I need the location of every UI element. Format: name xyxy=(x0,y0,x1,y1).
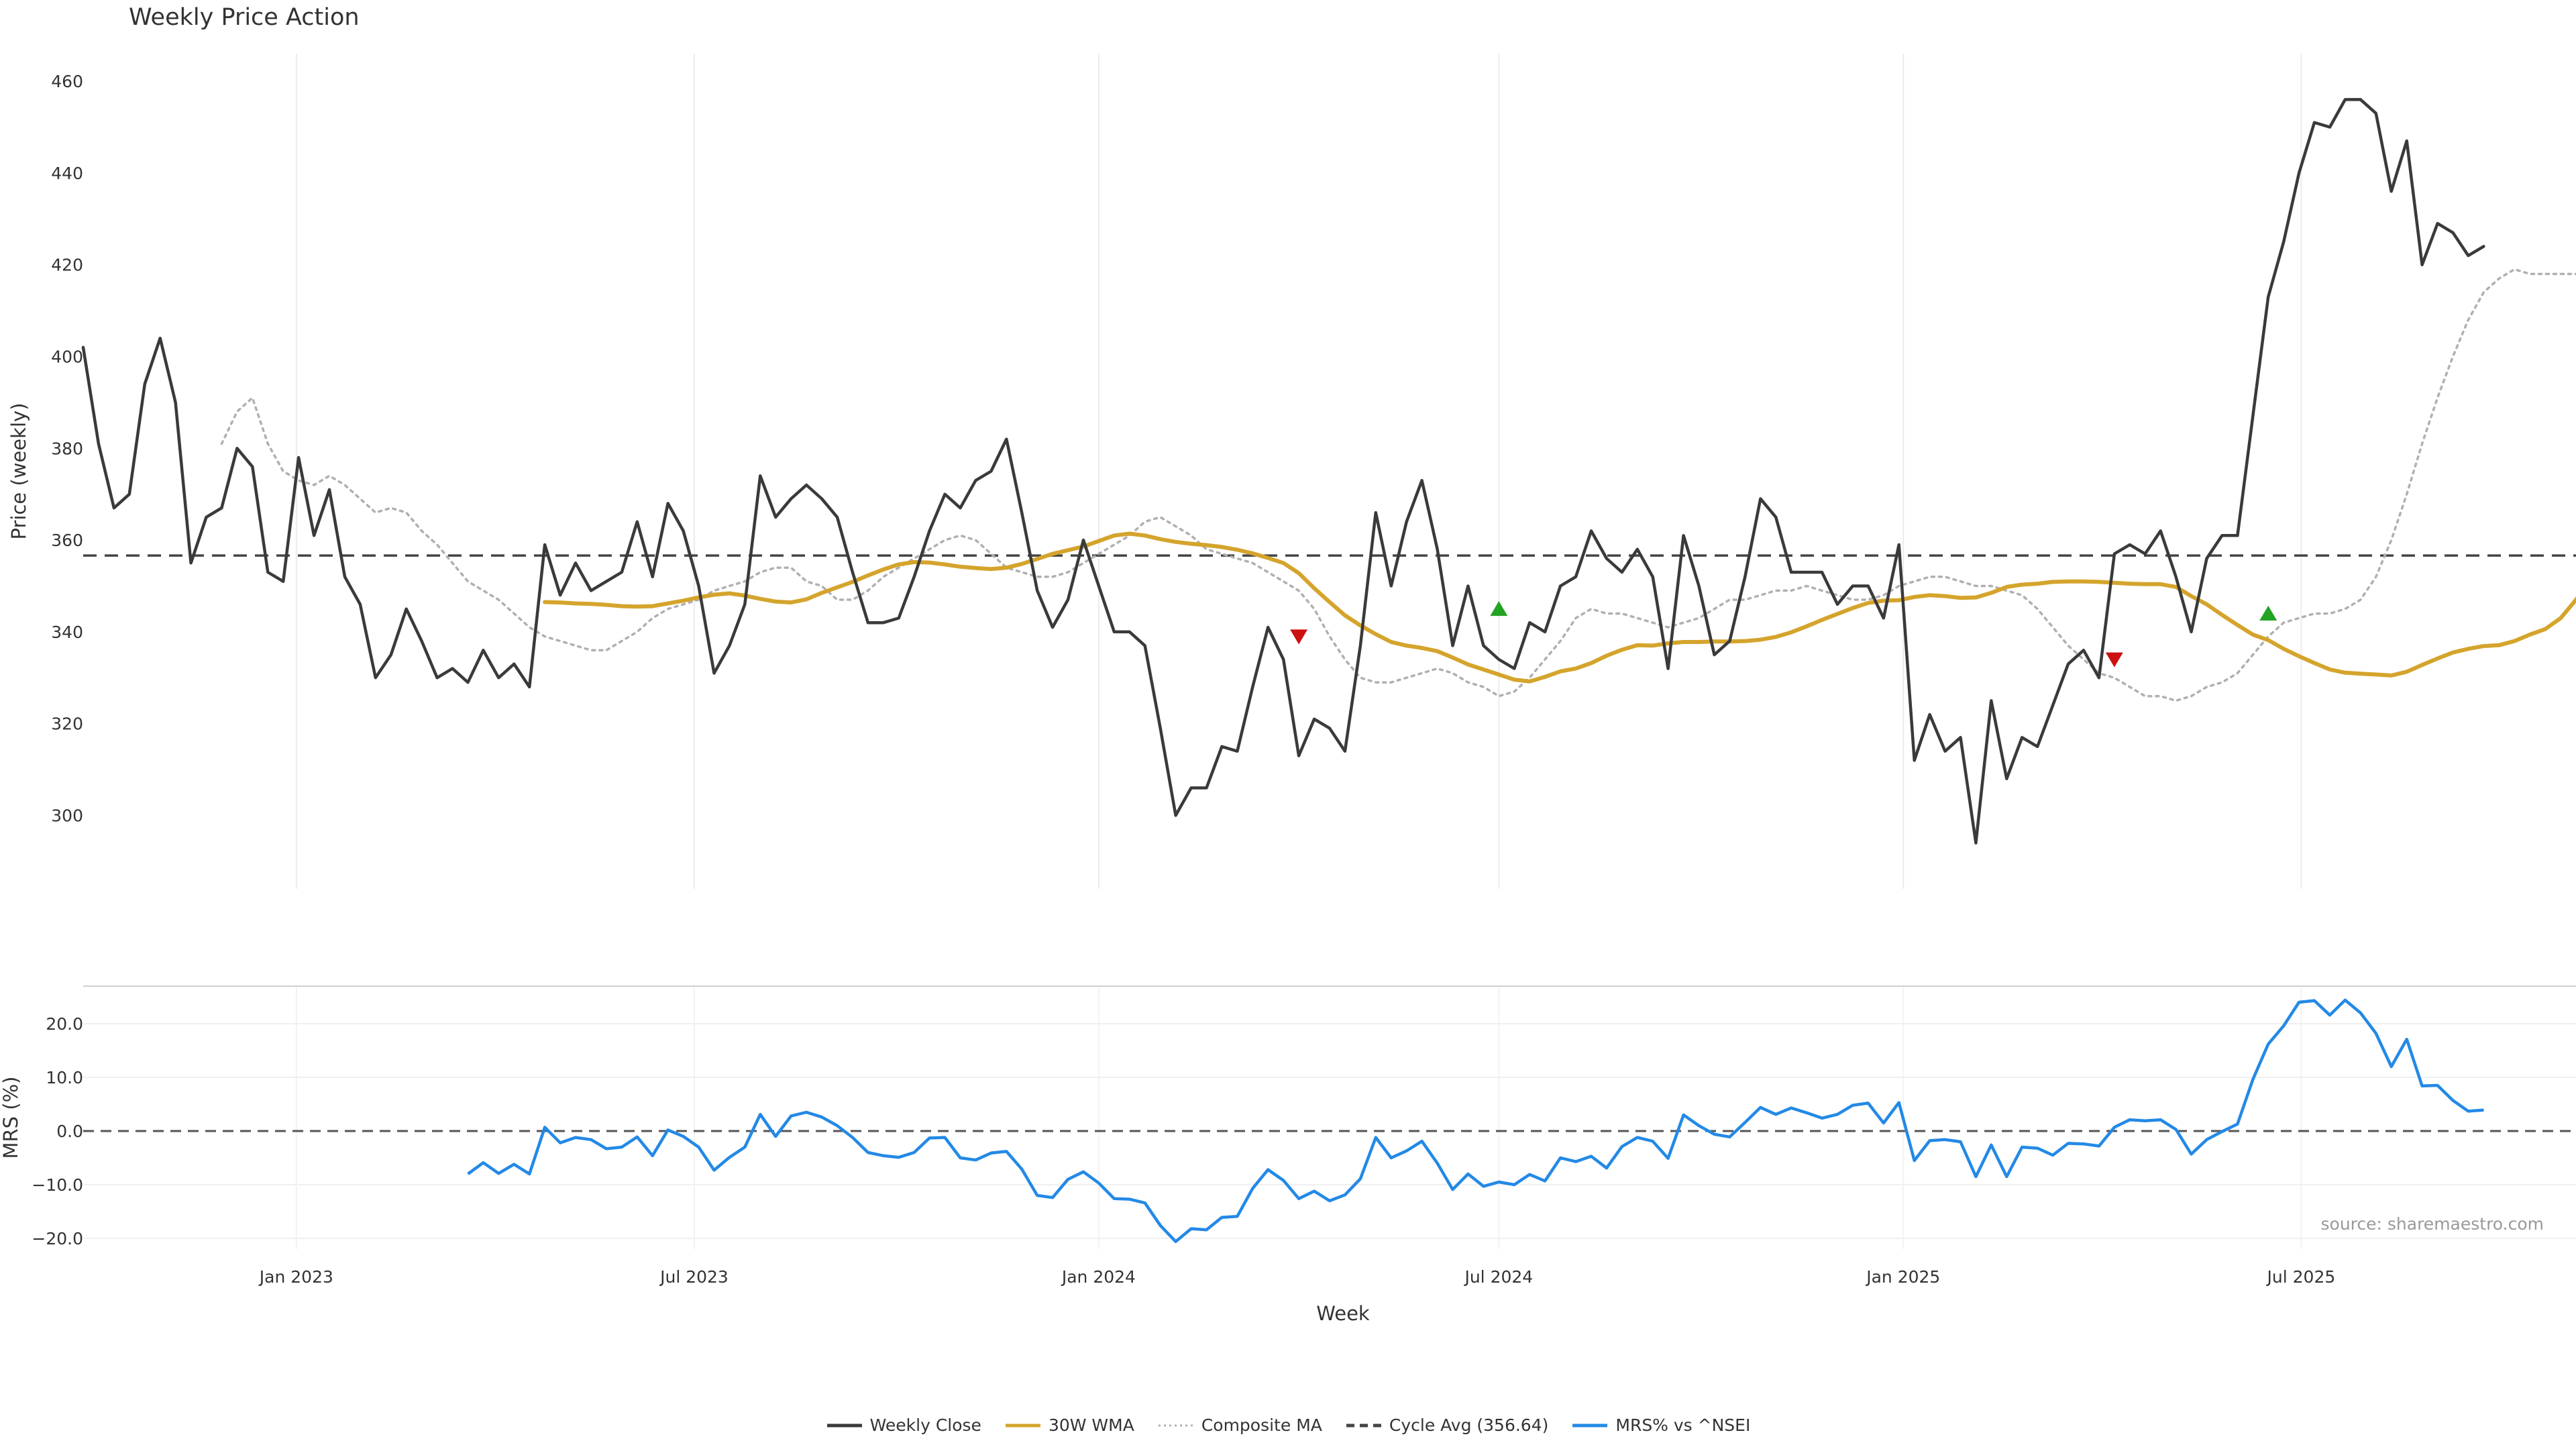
x-tick-label: Jan 2024 xyxy=(1061,1267,1136,1287)
mrs-grid xyxy=(83,985,2576,1249)
price-y-tick-label: 340 xyxy=(51,623,83,642)
legend-item: Weekly Close xyxy=(826,1415,981,1435)
mrs-y-tick-label: −10.0 xyxy=(32,1175,83,1195)
price-y-tick-label: 460 xyxy=(51,72,83,91)
price-y-tick-label: 320 xyxy=(51,714,83,734)
mrs-y-tick-label: −20.0 xyxy=(32,1229,83,1248)
legend-item: Cycle Avg (356.64) xyxy=(1345,1415,1549,1435)
mrs-y-tick-label: 20.0 xyxy=(46,1014,83,1034)
legend-item: MRS% vs ^NSEI xyxy=(1571,1415,1750,1435)
mrs-y-axis: −20.0 −10.0 0.0 10.0 20.0 MRS (%) xyxy=(0,1014,83,1248)
series-line-30w-wma xyxy=(543,531,2576,684)
x-tick-label: Jul 2023 xyxy=(659,1267,729,1287)
legend-label: 30W WMA xyxy=(1048,1415,1134,1435)
price-y-tick-label: 360 xyxy=(51,531,83,550)
price-y-tick-label: 300 xyxy=(51,806,83,826)
legend-swatch xyxy=(1572,1424,1608,1427)
legend-swatch xyxy=(1158,1424,1193,1426)
x-tick-label: Jul 2025 xyxy=(2266,1267,2336,1287)
price-y-axis: 300 320 340 360 380 400 420 440 460 Price (weekly… xyxy=(7,72,83,826)
mrs-y-tick-label: 0.0 xyxy=(56,1122,83,1141)
chart-title: Weekly Price Action xyxy=(129,4,360,31)
legend-label: Composite MA xyxy=(1201,1415,1322,1435)
x-tick-label: Jan 2025 xyxy=(1865,1267,1940,1287)
price-y-tick-label: 380 xyxy=(51,439,83,458)
price-grid xyxy=(295,54,2302,889)
price-plot xyxy=(81,98,2576,845)
legend-item: 30W WMA xyxy=(1004,1415,1134,1435)
x-axis: Jan 2023 Jul 2023 Jan 2024 Jul 2024 Jan 2025… xyxy=(258,1267,2335,1325)
sell-signal-marker xyxy=(2105,652,2123,667)
legend-swatch xyxy=(1346,1424,1381,1427)
buy-signal-marker xyxy=(2259,605,2277,621)
legend-swatch xyxy=(826,1424,862,1427)
chart-legend: Weekly Close 30W WMA Composite MA Cycle Avg… xyxy=(0,1415,2576,1435)
x-tick-label: Jan 2023 xyxy=(258,1267,333,1287)
legend-item: Composite MA xyxy=(1157,1415,1322,1435)
series-line-weekly-close xyxy=(81,98,2485,845)
legend-label: Weekly Close xyxy=(869,1415,981,1435)
sell-signal-marker xyxy=(1290,629,1308,645)
price-y-axis-label: Price (weekly) xyxy=(7,402,30,539)
legend-swatch xyxy=(1005,1424,1040,1427)
mrs-plot xyxy=(83,998,2576,1244)
mrs-y-tick-label: 10.0 xyxy=(46,1068,83,1087)
series-line-composite-ma xyxy=(220,268,2576,702)
mrs-y-axis-label: MRS (%) xyxy=(0,1077,22,1159)
price-y-tick-label: 400 xyxy=(51,347,83,366)
buy-signal-marker xyxy=(1490,601,1508,616)
legend-label: MRS% vs ^NSEI xyxy=(1615,1415,1751,1435)
legend-label: Cycle Avg (356.64) xyxy=(1389,1415,1549,1435)
series-line-mrs xyxy=(467,998,2484,1244)
x-tick-label: Jul 2024 xyxy=(1463,1267,1533,1287)
price-y-tick-label: 420 xyxy=(51,256,83,275)
source-note: source: sharemaestro.com xyxy=(2320,1214,2544,1234)
price-y-tick-label: 440 xyxy=(51,164,83,183)
x-axis-label: Week xyxy=(1316,1302,1370,1325)
